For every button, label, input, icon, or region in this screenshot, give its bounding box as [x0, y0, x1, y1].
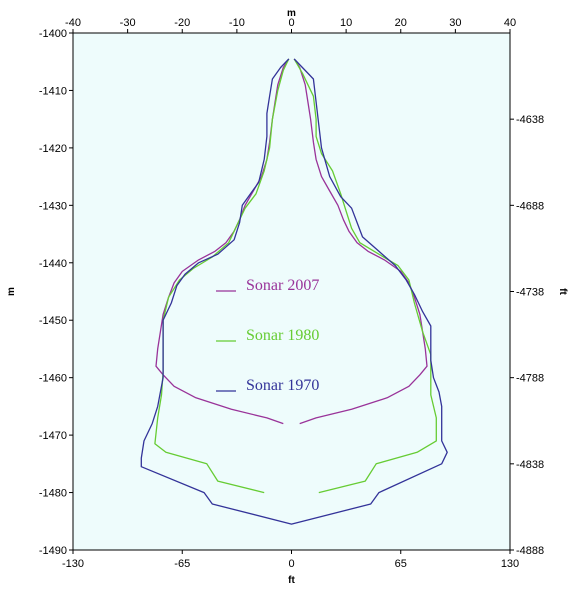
series-line-3: [140, 58, 448, 525]
left-axis-label: m: [6, 287, 17, 296]
left-tick-label: -1420: [39, 143, 67, 155]
right-tick-label: -4738: [516, 287, 544, 299]
left-tick-label: -1440: [39, 258, 67, 270]
left-tick-label: -1450: [39, 315, 67, 327]
left-tick-label: -1430: [39, 200, 67, 212]
bottom-tick-label: -65: [174, 558, 190, 570]
top-tick-label: 40: [504, 17, 516, 29]
right-tick-label: -4638: [516, 114, 544, 126]
top-axis-label: m: [287, 8, 296, 19]
top-tick-label: -10: [229, 17, 245, 29]
top-tick-label: 20: [395, 17, 407, 29]
bottom-tick-label: -130: [62, 558, 84, 570]
right-axis-label: ft: [557, 288, 568, 295]
left-tick-label: -1470: [39, 430, 67, 442]
top-tick-label: -40: [65, 17, 81, 29]
left-tick-label: -1400: [39, 28, 67, 40]
bottom-tick-label: 0: [288, 558, 294, 570]
left-tick-label: -1480: [39, 488, 67, 500]
right-tick-label: -4688: [516, 200, 544, 212]
top-tick-label: -30: [120, 17, 136, 29]
bottom-axis-label: ft: [288, 575, 295, 586]
top-tick-label: 0: [288, 17, 294, 29]
series-line-2: [154, 58, 437, 494]
legend-label: Sonar 1980: [246, 327, 319, 344]
legend: Sonar 2007 Sonar 1980 Sonar 1970: [216, 277, 319, 394]
left-tick-label: -1410: [39, 85, 67, 97]
bottom-tick-label: 130: [501, 558, 519, 570]
top-tick-label: 30: [449, 17, 461, 29]
plot-frame: [72, 32, 511, 551]
ticks-layer: -40 -30 -20 -10 0 10 20 30 40 -130 -65 0 65 130 -1400 -…: [39, 17, 544, 570]
plot-area: [73, 33, 510, 550]
series-layer: [140, 58, 448, 525]
legend-label: Sonar 2007: [246, 277, 319, 294]
bottom-tick-label: 65: [395, 558, 407, 570]
right-tick-label: -4838: [516, 459, 544, 471]
top-tick-label: -20: [174, 17, 190, 29]
left-tick-label: -1460: [39, 373, 67, 385]
left-tick-label: -1490: [39, 545, 67, 557]
right-tick-label: -4788: [516, 373, 544, 385]
right-tick-label: -4888: [516, 545, 544, 557]
legend-label: Sonar 1970: [246, 377, 319, 394]
top-tick-label: 10: [340, 17, 352, 29]
